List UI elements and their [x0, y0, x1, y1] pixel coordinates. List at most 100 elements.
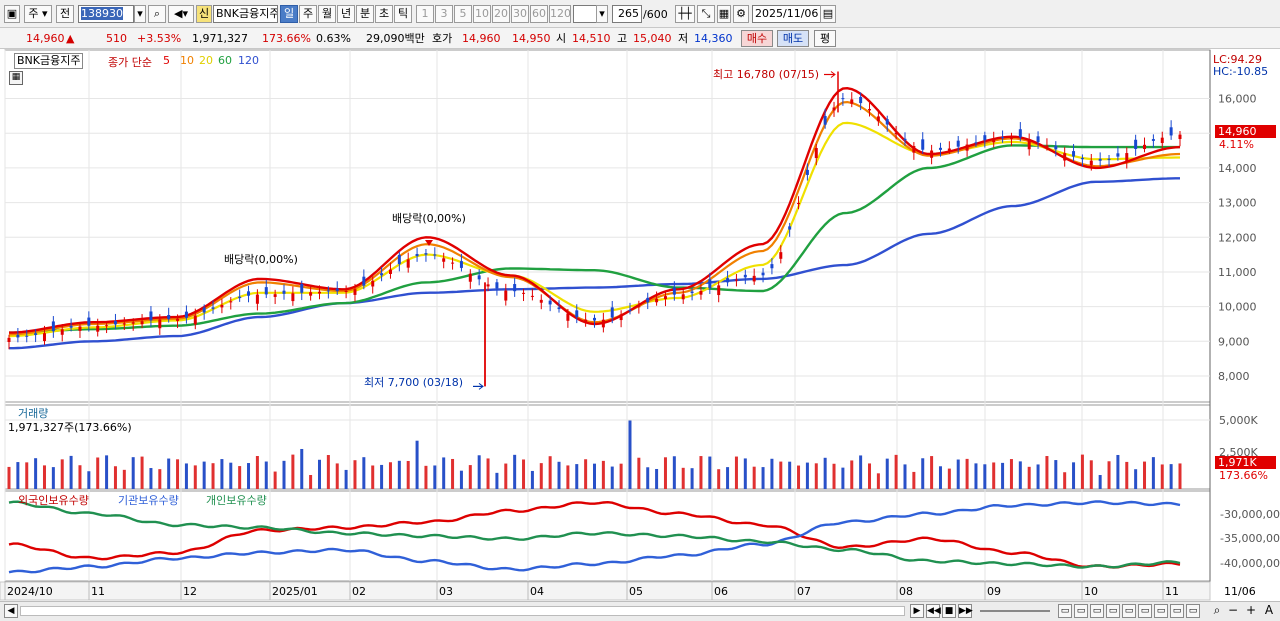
step-dropdown-icon[interactable]: ▾ — [596, 5, 608, 23]
candle-body — [335, 288, 339, 292]
volume-bar — [965, 458, 969, 489]
tab-week[interactable]: 주 — [299, 5, 317, 23]
volume-bar — [1072, 462, 1076, 489]
layout-icon-7[interactable]: ▭ — [1154, 604, 1168, 618]
prev-button[interactable]: 전 — [56, 5, 74, 23]
trade-amount: 29,090백만 — [366, 32, 425, 45]
step-30[interactable]: 30 — [511, 5, 529, 23]
speaker-icon[interactable]: ◀▾ — [168, 5, 194, 23]
candle-body — [158, 319, 162, 329]
search-icon[interactable]: ⌕ — [148, 5, 166, 23]
stop-icon[interactable]: ■ — [942, 604, 956, 618]
volume-bar — [868, 463, 872, 489]
candle-body — [726, 278, 730, 283]
x-axis-label: 06 — [714, 585, 728, 598]
tab-day[interactable]: 일 — [280, 5, 298, 23]
rewind-icon[interactable]: ◀◀ — [926, 604, 941, 618]
candle-body — [211, 307, 215, 309]
layout-icon-4[interactable]: ▭ — [1106, 604, 1120, 618]
volume-bar — [371, 465, 375, 489]
count-input[interactable]: 265 — [612, 5, 642, 23]
volume-bar — [974, 463, 978, 489]
layout-icon-9[interactable]: ▭ — [1186, 604, 1200, 618]
volume-bar — [530, 470, 534, 489]
candle-body — [663, 296, 667, 300]
holdings-axis-2: -35,000,00 — [1220, 532, 1280, 545]
buy-button[interactable]: 매수 — [741, 30, 773, 47]
calendar-icon[interactable]: ▤ — [820, 5, 836, 23]
new-badge[interactable]: 신 — [196, 5, 212, 23]
tab-month[interactable]: 월 — [318, 5, 336, 23]
candle-type-icon[interactable]: ┼┼ — [675, 5, 695, 23]
zoom-in-icon[interactable]: + — [1245, 603, 1257, 617]
volume-bar — [859, 455, 863, 489]
tab-year[interactable]: 년 — [337, 5, 355, 23]
eval-button[interactable]: 평 — [814, 30, 836, 47]
layout-icon-1[interactable]: ▭ — [1058, 604, 1072, 618]
bottom-bar: ◀ ▶ ◀◀ ■ ▶▶ ▭ ▭ ▭ ▭ ▭ ▭ ▭ ▭ ▭ ⌕ − + A — [0, 601, 1280, 621]
hc-value: HC:-10.85 — [1213, 65, 1269, 78]
volume-bar — [1080, 454, 1084, 489]
candle-body — [34, 333, 38, 335]
stock-name-field[interactable]: BNK금융지주 — [213, 5, 278, 23]
tab-second[interactable]: 초 — [375, 5, 393, 23]
layout-icon-8[interactable]: ▭ — [1170, 604, 1184, 618]
volume-bar — [167, 458, 171, 489]
date-input[interactable]: 2025/11/06 — [752, 5, 822, 23]
candle-body — [992, 138, 996, 143]
volume-bar — [362, 457, 366, 489]
step-120[interactable]: 120 — [549, 5, 571, 23]
tab-minute[interactable]: 분 — [356, 5, 374, 23]
candle-body — [1178, 134, 1182, 139]
candle-body — [548, 300, 552, 305]
volume-bar — [291, 454, 295, 489]
volume-bar — [1001, 462, 1005, 489]
high-arrow-head — [830, 71, 836, 78]
magnifier-icon[interactable]: ⌕ — [1213, 603, 1221, 617]
zoom-slider[interactable] — [980, 610, 1050, 612]
grid-icon[interactable]: ▦ — [717, 5, 731, 23]
volume-bar — [69, 455, 73, 489]
candle-body — [681, 294, 685, 300]
gear-icon[interactable]: ⚙ — [733, 5, 749, 23]
step-10[interactable]: 10 — [473, 5, 491, 23]
volume-bar — [1125, 461, 1129, 489]
step-1[interactable]: 1 — [416, 5, 434, 23]
up-arrow-icon: ▲ — [66, 32, 75, 45]
layout-icon-2[interactable]: ▭ — [1074, 604, 1088, 618]
layout-icon-3[interactable]: ▭ — [1090, 604, 1104, 618]
layout-icon-6[interactable]: ▭ — [1138, 604, 1152, 618]
candle-body — [326, 290, 330, 292]
code-dropdown-icon[interactable]: ▾ — [134, 5, 146, 23]
zoom-out-icon[interactable]: − — [1227, 603, 1239, 617]
price-panel — [4, 49, 1211, 403]
candle-body — [229, 301, 233, 303]
scroll-right-icon[interactable]: ▶ — [910, 604, 924, 618]
sell-button[interactable]: 매도 — [777, 30, 809, 47]
draw-tool-icon[interactable]: ⤡ — [697, 5, 715, 23]
volume-bar — [548, 456, 552, 489]
step-3[interactable]: 3 — [435, 5, 453, 23]
candle-body — [628, 310, 632, 312]
volume-bar — [992, 462, 996, 489]
layout-icon-5[interactable]: ▭ — [1122, 604, 1136, 618]
fast-forward-icon[interactable]: ▶▶ — [958, 604, 973, 618]
volume-bar — [743, 458, 747, 489]
scroll-left-icon[interactable]: ◀ — [4, 604, 18, 618]
step-5[interactable]: 5 — [454, 5, 472, 23]
volume-bar — [353, 460, 357, 489]
stock-code-input[interactable]: 138930 — [78, 5, 134, 23]
horizontal-scrollbar[interactable] — [20, 606, 905, 616]
tab-tick[interactable]: 틱 — [394, 5, 412, 23]
volume-bar — [1027, 466, 1031, 489]
text-size-icon[interactable]: A — [1264, 603, 1274, 617]
step-20[interactable]: 20 — [492, 5, 510, 23]
calculator-icon[interactable]: ▦ — [9, 71, 23, 85]
window-menu-icon[interactable]: ▣ — [4, 5, 20, 23]
mode-select[interactable]: 주 ▾ — [24, 5, 52, 23]
legend-stock-name[interactable]: BNK금융지주 — [14, 53, 84, 69]
volume-bar — [495, 472, 499, 489]
step-60[interactable]: 60 — [530, 5, 548, 23]
volume-bar — [193, 465, 197, 489]
